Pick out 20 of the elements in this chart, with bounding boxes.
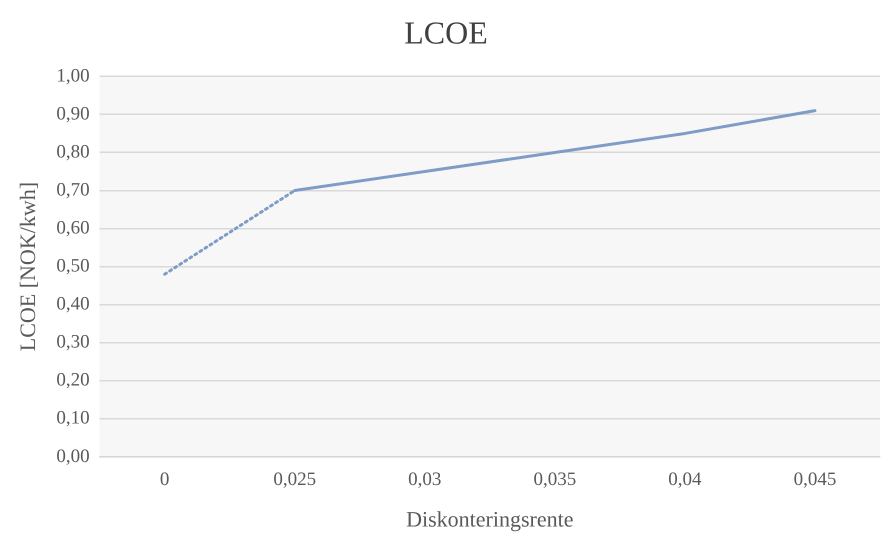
y-tick-label: 0,00 [56,446,90,467]
y-tick-label: 0,30 [56,332,90,353]
x-tick-label: 0,045 [794,469,836,490]
x-axis-title: Diskonteringsrente [406,506,574,532]
x-tick-label: 0 [160,469,170,490]
x-tick-label: 0,03 [408,469,442,490]
y-tick-label: 0,10 [56,408,90,429]
y-tick-label: 0,40 [56,294,90,315]
x-tick-label: 0,04 [668,469,702,490]
y-tick-label: 0,60 [56,218,90,239]
x-tick-label: 0,035 [533,469,576,490]
y-axis-title: LCOE [NOK/kwh] [14,182,40,352]
y-tick-label: 1,00 [56,65,90,86]
y-tick-label: 0,70 [56,180,90,201]
y-tick-label: 0,50 [56,256,90,277]
y-tick-label: 0,20 [56,370,90,391]
y-tick-label: 0,90 [56,103,90,124]
y-tick-label: 0,80 [56,141,90,162]
x-tick-label: 0,025 [273,469,316,490]
chart-title: LCOE [404,14,488,51]
